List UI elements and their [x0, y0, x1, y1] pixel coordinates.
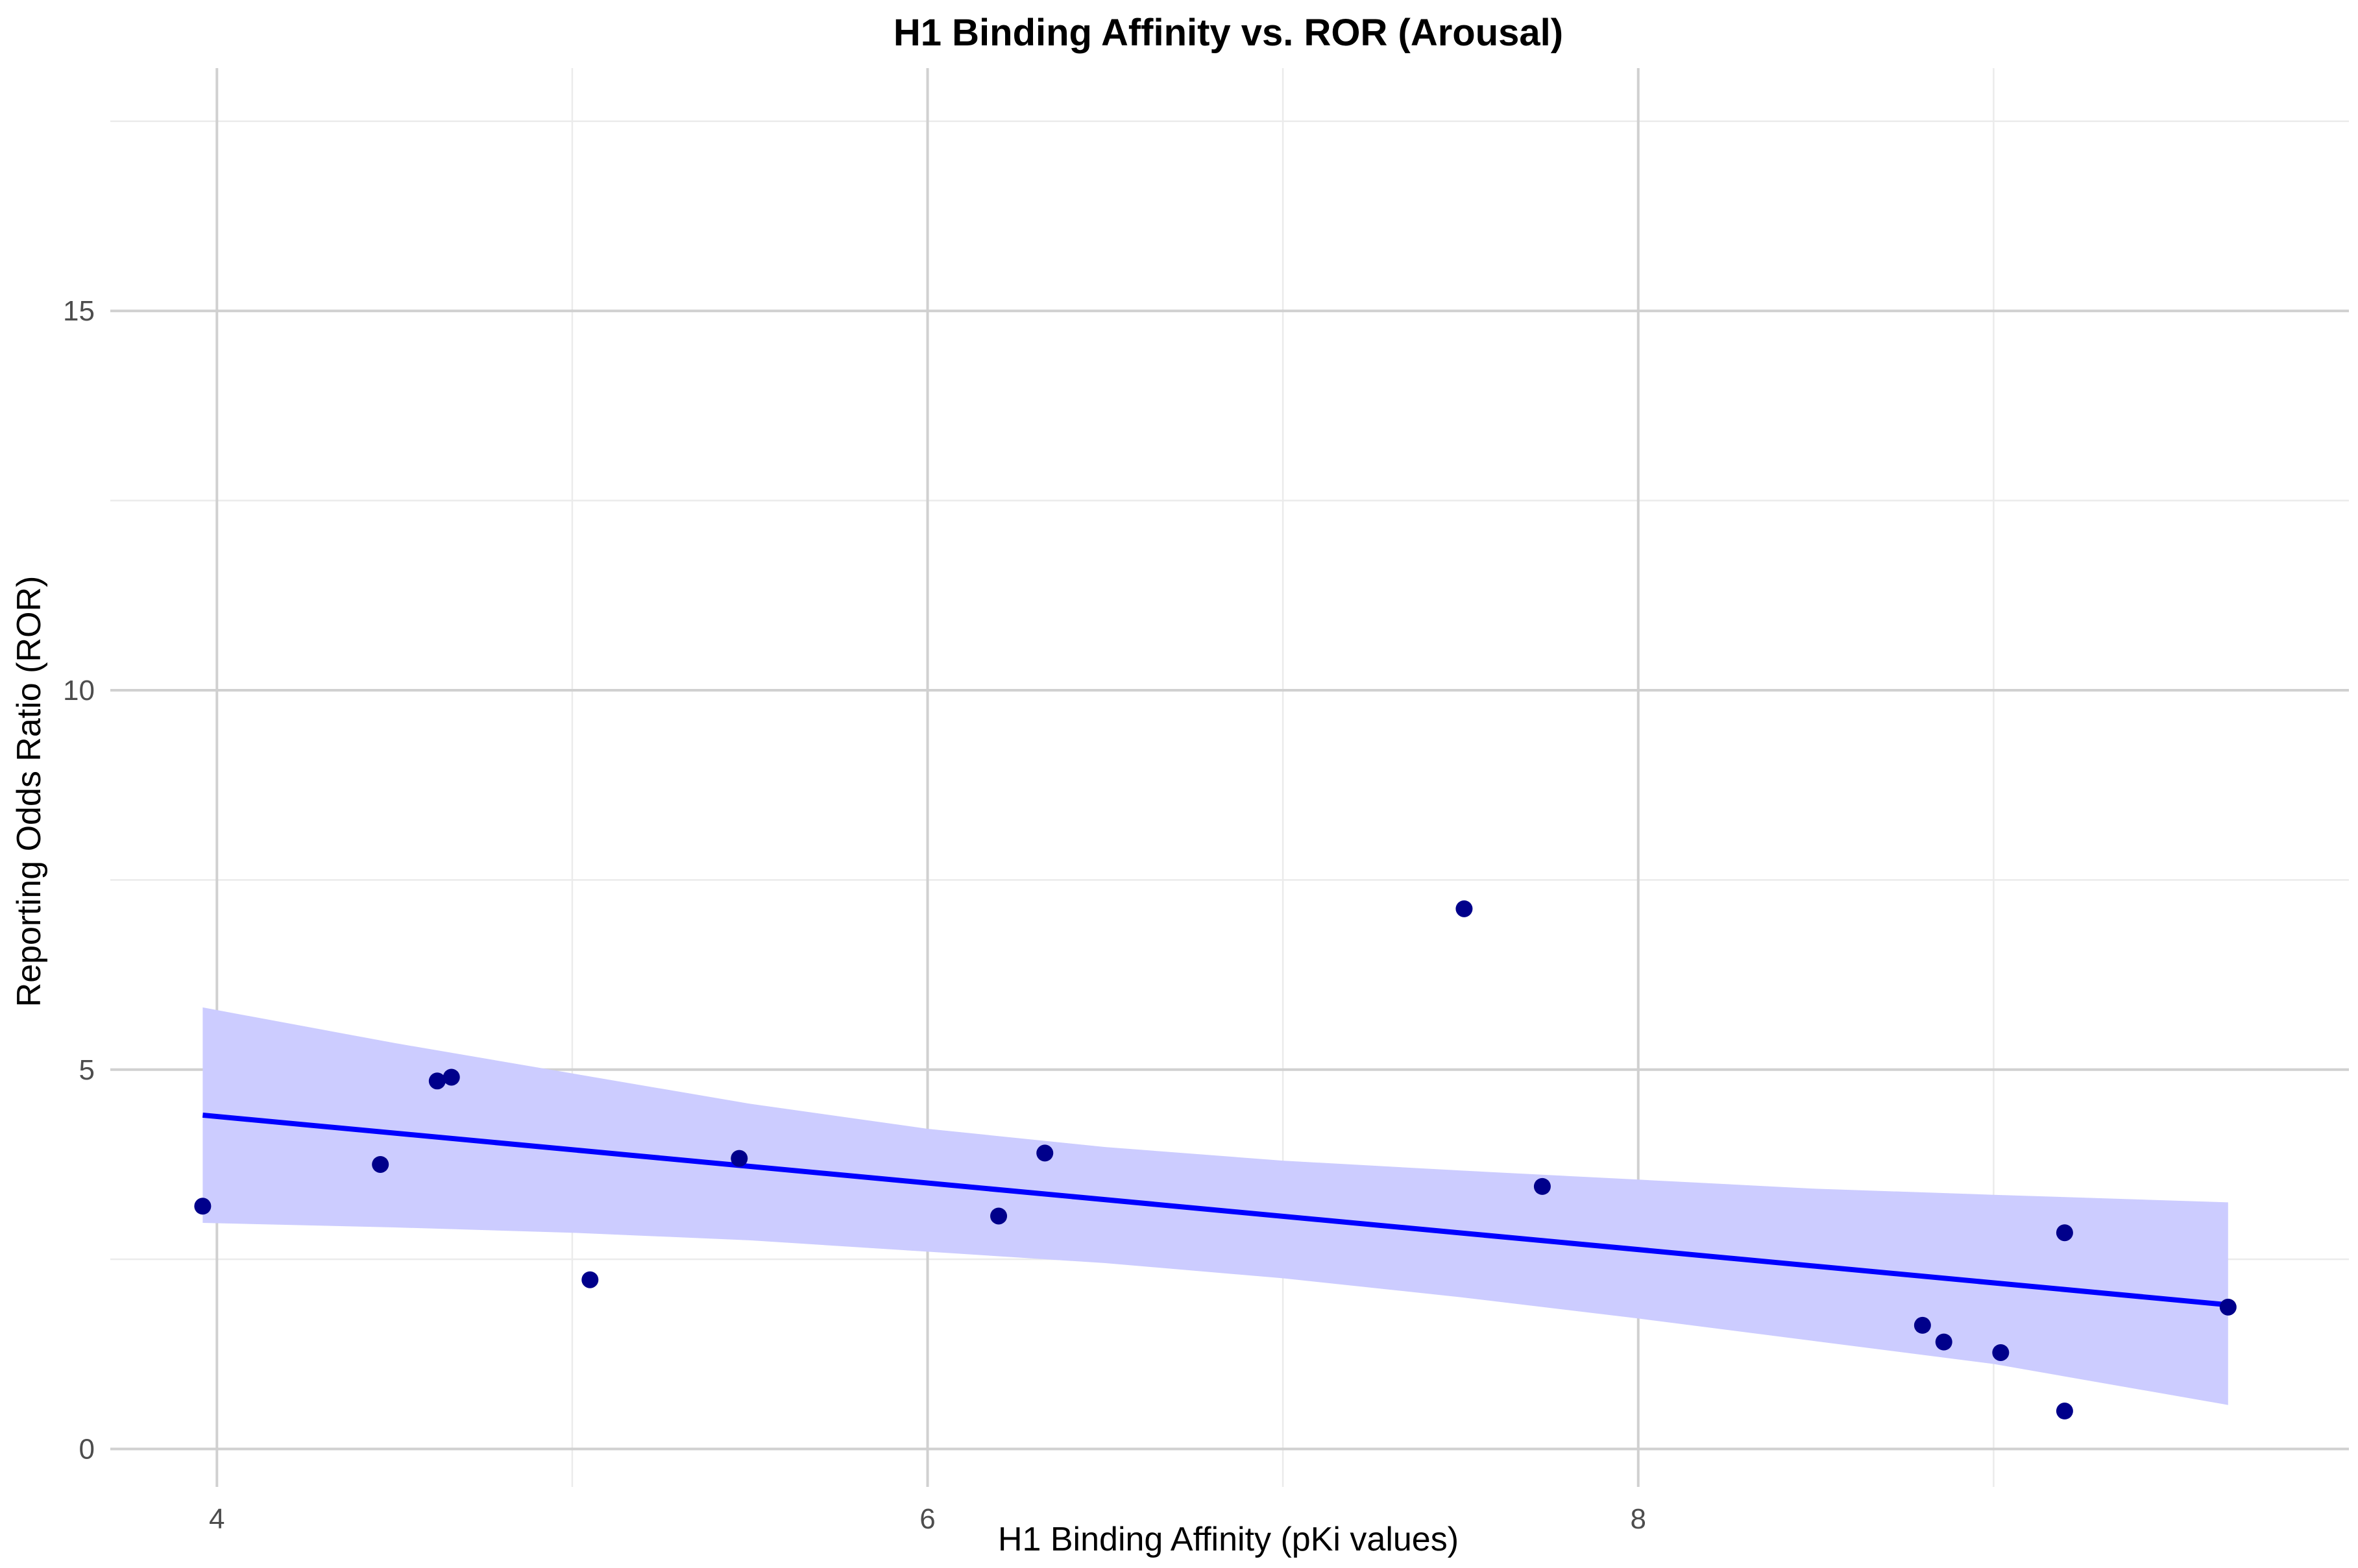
data-point: [1935, 1333, 1952, 1351]
data-point: [990, 1207, 1008, 1225]
data-point: [1455, 900, 1473, 917]
y-tick-label: 10: [63, 675, 95, 706]
data-point: [2056, 1403, 2073, 1420]
x-axis-title: H1 Binding Affinity (pKi values): [998, 1521, 1459, 1558]
x-tick-label: 8: [1631, 1503, 1646, 1535]
regression-line: [202, 1112, 2229, 1308]
data-point: [581, 1271, 599, 1288]
y-tick-label: 5: [79, 1054, 95, 1086]
data-point: [731, 1150, 748, 1167]
data-point: [372, 1155, 389, 1173]
data-point: [194, 1198, 212, 1215]
x-tick-label: 6: [919, 1503, 935, 1535]
data-point: [1533, 1177, 1551, 1195]
confidence-band: [202, 1007, 2228, 1405]
data-point: [1992, 1344, 2010, 1361]
y-tick-label: 15: [63, 295, 95, 327]
y-axis-tick-labels: 0 5 10 15: [63, 295, 95, 1465]
data-point: [2056, 1224, 2073, 1242]
data-point: [428, 1072, 446, 1090]
data-point: [443, 1068, 460, 1086]
chart-title: H1 Binding Affinity vs. ROR (Arousal): [893, 12, 1563, 54]
x-tick-label: 4: [209, 1503, 225, 1535]
data-points: [194, 900, 2237, 1420]
y-tick-label: 0: [79, 1434, 95, 1465]
data-point: [1914, 1316, 1931, 1334]
x-axis-tick-labels: 4 6 8: [209, 1503, 1646, 1535]
data-point: [1036, 1144, 1054, 1162]
y-axis-title: Reporting Odds Ratio (ROR): [10, 576, 48, 1007]
data-point: [2219, 1298, 2237, 1316]
